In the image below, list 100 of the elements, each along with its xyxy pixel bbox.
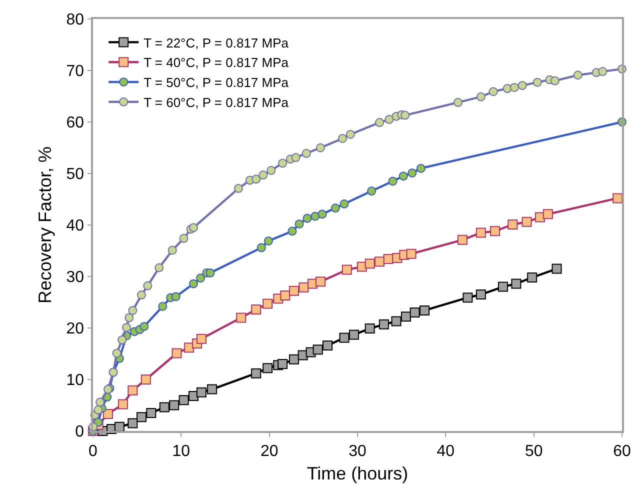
point — [266, 166, 276, 175]
legend-label: T = 50°C, P = 0.817 MPa — [144, 75, 290, 90]
point — [330, 204, 340, 213]
point — [179, 234, 188, 243]
point — [457, 234, 468, 245]
y-tick-label: 0 — [75, 424, 84, 441]
point — [146, 408, 156, 418]
x-axis-title: Time (hours) — [306, 464, 408, 484]
point — [140, 374, 151, 384]
point — [118, 335, 127, 344]
point — [118, 399, 128, 410]
point — [476, 290, 486, 300]
point — [294, 219, 304, 228]
point — [410, 308, 420, 318]
point — [532, 78, 542, 87]
point — [236, 312, 246, 323]
y-axis-title: Recovery Factor, % — [34, 146, 55, 304]
point — [289, 354, 300, 364]
point — [400, 312, 411, 322]
point — [340, 199, 349, 208]
point — [207, 384, 218, 394]
x-tick-label: 60 — [613, 442, 631, 460]
y-tick-label: 50 — [66, 166, 84, 184]
point — [502, 84, 512, 94]
y-tick-label: 60 — [66, 114, 84, 132]
point — [398, 172, 408, 181]
point — [280, 290, 290, 301]
point — [522, 216, 532, 227]
point — [315, 276, 326, 287]
y-tick-label: 30 — [66, 269, 84, 286]
point — [114, 422, 124, 432]
point — [96, 398, 105, 407]
point — [136, 290, 146, 300]
point — [206, 268, 215, 278]
point — [510, 82, 519, 92]
point — [490, 226, 500, 236]
point — [375, 118, 384, 128]
point — [234, 184, 243, 193]
point — [302, 214, 312, 223]
y-tick-label: 70 — [66, 63, 84, 80]
point — [388, 176, 398, 186]
point — [552, 264, 562, 274]
point — [278, 359, 288, 370]
point — [312, 344, 323, 355]
point — [143, 281, 152, 290]
point — [154, 263, 164, 272]
point — [498, 282, 508, 292]
point — [172, 348, 182, 358]
point — [124, 313, 134, 322]
x-tick-label: 0 — [88, 442, 98, 460]
point — [302, 148, 311, 158]
point — [550, 76, 560, 86]
point — [189, 279, 198, 288]
legend-label: T = 40°C, P = 0.817 MPa — [144, 55, 290, 70]
point — [128, 418, 138, 428]
point — [251, 304, 262, 314]
point — [339, 332, 350, 343]
point — [598, 67, 608, 76]
point — [318, 210, 327, 219]
point — [171, 292, 180, 302]
point — [416, 164, 426, 173]
point — [252, 174, 261, 184]
point — [262, 363, 273, 374]
point — [94, 405, 103, 414]
point — [488, 87, 498, 96]
x-tick-label: 20 — [260, 442, 278, 460]
point — [406, 248, 416, 259]
point — [346, 130, 355, 139]
point — [140, 322, 149, 331]
point — [476, 228, 486, 238]
x-tick-label: 30 — [348, 442, 366, 460]
point — [508, 219, 518, 230]
y-tick-label: 80 — [66, 12, 84, 29]
point — [288, 226, 297, 236]
x-tick-label: 10 — [172, 442, 190, 460]
point — [168, 246, 177, 255]
point — [364, 258, 375, 269]
y-tick-label: 40 — [66, 218, 84, 235]
point — [178, 395, 189, 406]
point — [573, 70, 582, 80]
point — [251, 368, 262, 378]
point — [298, 282, 309, 292]
point — [511, 278, 522, 289]
point — [264, 236, 273, 246]
point — [374, 256, 385, 267]
point — [378, 319, 389, 330]
point — [310, 212, 320, 221]
point — [128, 306, 138, 315]
point — [391, 316, 402, 326]
point — [196, 387, 206, 398]
y-tick-label: 20 — [66, 320, 84, 338]
point — [364, 324, 375, 334]
point — [400, 110, 410, 120]
point — [454, 98, 463, 107]
point — [189, 223, 198, 232]
point — [258, 170, 268, 180]
x-tick-label: 40 — [436, 442, 455, 460]
point — [408, 168, 417, 178]
point — [612, 193, 623, 204]
point — [518, 80, 527, 90]
